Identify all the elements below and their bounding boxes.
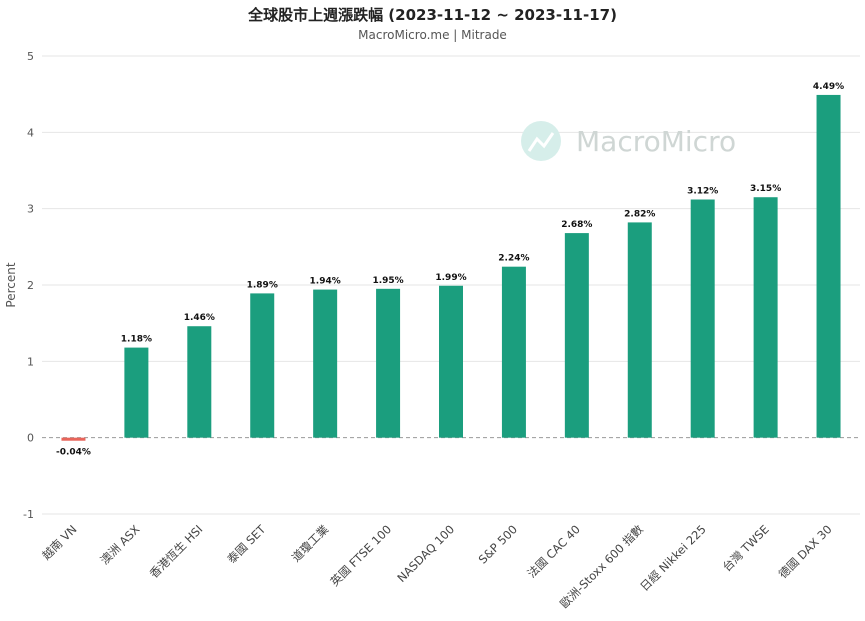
bar[interactable] (124, 347, 149, 438)
x-tick-label: 道瓊工業 (289, 522, 332, 565)
bar[interactable] (753, 197, 778, 438)
x-tick-label: 英國 FTSE 100 (328, 522, 395, 589)
y-tick-label: 1 (27, 355, 34, 368)
x-tick-label: 德國 DAX 30 (776, 522, 835, 581)
bar[interactable] (187, 326, 212, 438)
x-tick-label: NASDAQ 100 (394, 522, 457, 585)
x-tick-label: 澳洲 ASX (97, 522, 142, 567)
x-tick-label: 越南 VN (39, 522, 79, 562)
grid-lines (42, 55, 860, 515)
y-tick-label: 5 (27, 50, 34, 63)
y-axis: -1 0 1 2 3 4 5 (23, 50, 34, 521)
y-tick-label: 4 (27, 126, 34, 139)
data-label: 1.99% (435, 273, 466, 283)
data-label: 2.68% (561, 220, 592, 230)
watermark-text: MacroMicro (576, 125, 736, 158)
data-labels: -0.04% 1.18% 1.46% 1.89% 1.94% 1.95% 1.99% 2.24… (56, 82, 844, 458)
data-label: 1.89% (247, 280, 278, 290)
y-axis-label: Percent (4, 262, 18, 307)
data-label: 4.49% (813, 82, 844, 92)
x-tick-label: 台灣 TWSE (720, 522, 772, 574)
bar[interactable] (61, 437, 86, 441)
x-tick-label: 法國 CAC 40 (525, 522, 583, 580)
bar[interactable] (501, 266, 526, 438)
bar[interactable] (313, 289, 338, 438)
data-label: -0.04% (56, 448, 91, 458)
y-tick-label: 3 (27, 203, 34, 216)
y-tick-label: -1 (23, 508, 34, 521)
chart-subtitle: MacroMicro.me | Mitrade (358, 28, 507, 42)
data-label: 3.12% (687, 187, 718, 197)
bar[interactable] (439, 285, 463, 438)
data-label: 1.18% (121, 335, 152, 345)
x-tick-label: 泰國 SET (224, 522, 269, 567)
logo-chart-glyph (527, 132, 555, 152)
x-tick-label: 香港恆生 HSI (147, 522, 206, 581)
bar[interactable] (250, 293, 275, 438)
x-tick-label: S&P 500 (476, 522, 520, 566)
bar[interactable] (564, 233, 589, 438)
bar[interactable] (376, 288, 401, 438)
data-label: 2.82% (624, 209, 655, 219)
watermark: MacroMicro (521, 121, 736, 161)
data-label: 1.95% (372, 276, 403, 286)
bar[interactable] (627, 222, 652, 438)
data-label: 1.94% (310, 277, 341, 287)
chart-title: 全球股市上週漲跌幅 (2023-11-12 ~ 2023-11-17) (248, 6, 617, 24)
bar[interactable] (816, 94, 841, 438)
data-label: 3.15% (750, 184, 781, 194)
bar[interactable] (690, 199, 715, 438)
y-tick-label: 2 (27, 279, 34, 292)
data-label: 1.46% (184, 313, 215, 323)
x-tick-label: 日經 Nikkei 225 (637, 522, 709, 594)
bars (61, 94, 841, 441)
y-tick-label: 0 (27, 432, 34, 445)
data-label: 2.24% (498, 254, 529, 264)
